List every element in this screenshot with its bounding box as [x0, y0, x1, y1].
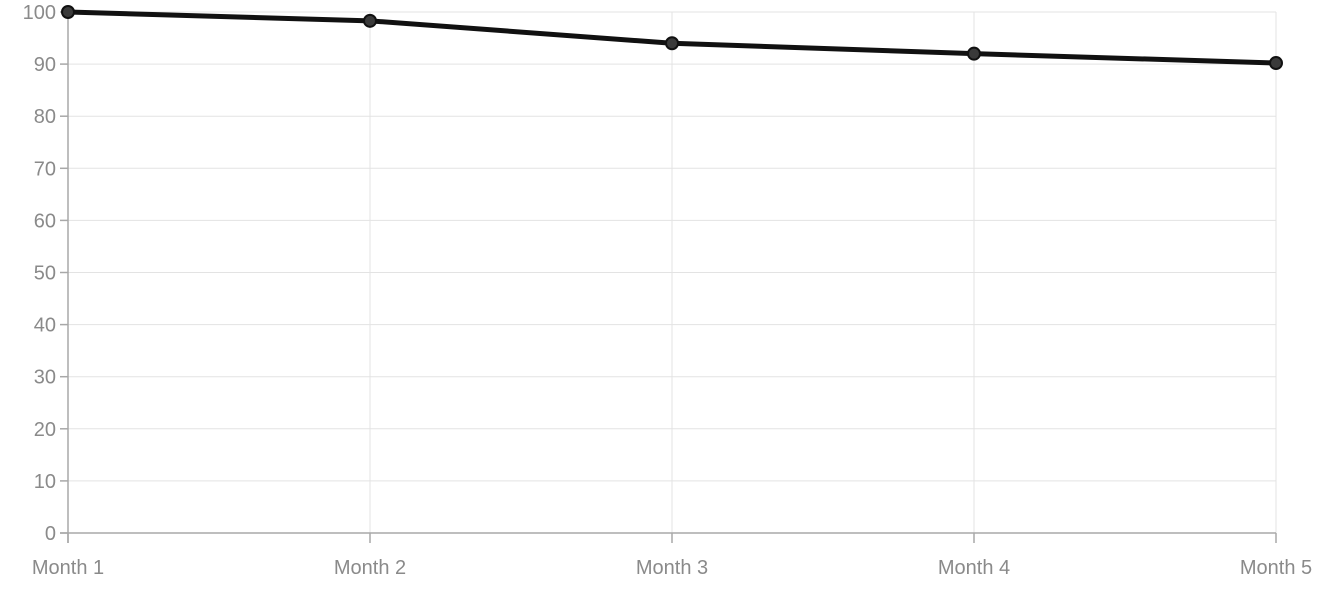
data-point[interactable] — [665, 36, 679, 51]
y-tick-label: 70 — [34, 158, 56, 180]
y-tick-label: 100 — [23, 2, 56, 24]
y-tick-label: 0 — [45, 523, 56, 545]
y-tick-label: 60 — [34, 210, 56, 232]
series — [61, 5, 1283, 71]
data-point[interactable] — [61, 5, 75, 19]
y-tick-label: 40 — [34, 315, 56, 337]
axes: 0 10 20 30 40 50 60 70 80 90 100 Month 1 Month 2 Mont… — [23, 2, 1313, 579]
y-tick-label: 80 — [34, 106, 56, 128]
grid — [68, 11, 1277, 533]
y-tick-label: 20 — [34, 419, 56, 441]
x-tick-label: Month 3 — [636, 557, 708, 579]
data-point[interactable] — [363, 13, 377, 28]
data-point[interactable] — [967, 46, 981, 61]
y-tick-label: 50 — [34, 263, 56, 285]
y-tick-label: 90 — [34, 54, 56, 76]
x-tick-label: Month 1 — [32, 557, 104, 579]
data-point[interactable] — [1269, 56, 1283, 71]
x-tick-label: Month 5 — [1240, 557, 1312, 579]
x-tick-label: Month 4 — [938, 557, 1010, 579]
x-tick-label: Month 2 — [334, 557, 406, 579]
y-tick-label: 30 — [34, 367, 56, 389]
y-tick-label: 10 — [34, 471, 56, 493]
